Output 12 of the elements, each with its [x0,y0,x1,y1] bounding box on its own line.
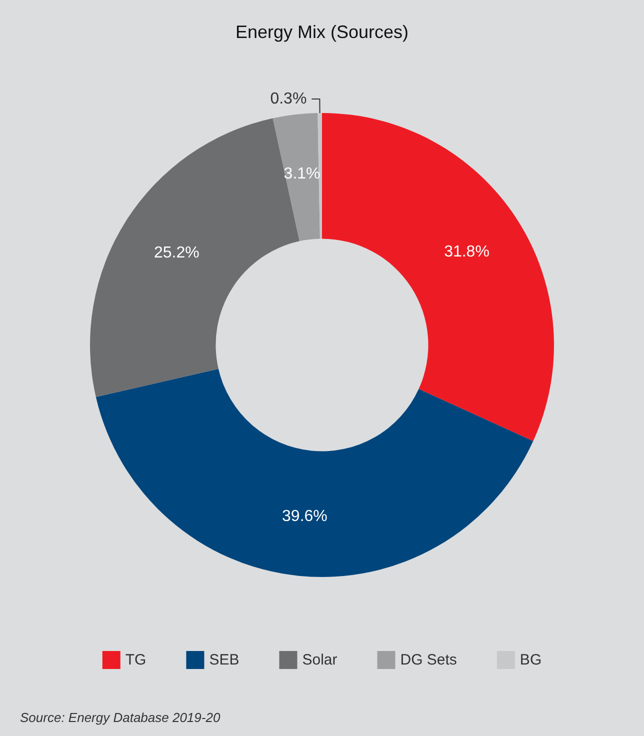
legend-label: TG [125,652,146,668]
legend-label: BG [520,652,542,668]
legend-label: DG Sets [400,652,457,668]
data-label: 0.3% [270,90,307,108]
legend-label: Solar [302,652,338,668]
source-note: Source: Energy Database 2019-20 [20,710,221,725]
legend-label: SEB [209,652,240,668]
data-label: 31.8% [444,243,490,260]
data-label: 3.1% [284,166,320,183]
data-label: 25.2% [154,244,200,262]
chart-title: Energy Mix (Sources) [235,22,409,42]
data-label: 39.6% [282,508,328,525]
